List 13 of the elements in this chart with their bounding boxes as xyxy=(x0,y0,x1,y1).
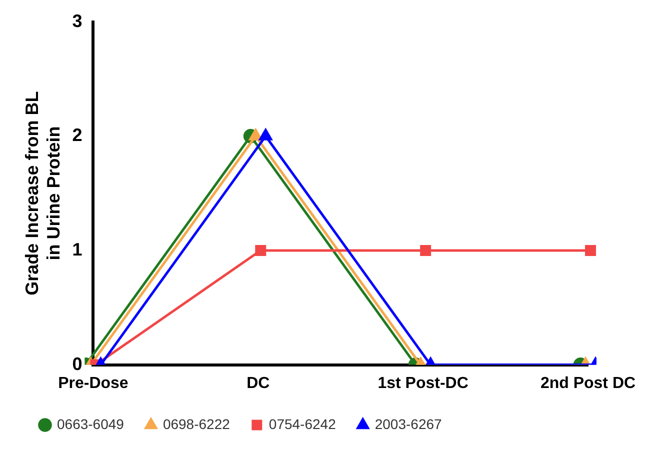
x-tick-label: Pre-Dose xyxy=(58,374,128,392)
x-tick-label: 2nd Post DC xyxy=(540,374,636,392)
x-tick-label: DC xyxy=(246,374,270,392)
y-tick-label: 1 xyxy=(72,239,82,260)
y-tick-label: 3 xyxy=(72,10,82,31)
y-tick-label: 0 xyxy=(72,354,82,374)
y-axis-title: Grade Increase from BL in Urine Protein xyxy=(22,91,64,296)
x-tick-label: 1st Post-DC xyxy=(378,374,469,392)
y-tick-label: 2 xyxy=(72,125,82,146)
legend-label: 0754-6242 xyxy=(268,416,336,432)
legend-label: 0698-6222 xyxy=(162,416,230,432)
legend-label: 0663-6049 xyxy=(57,416,124,432)
legend-label: 2003-6267 xyxy=(374,416,442,432)
